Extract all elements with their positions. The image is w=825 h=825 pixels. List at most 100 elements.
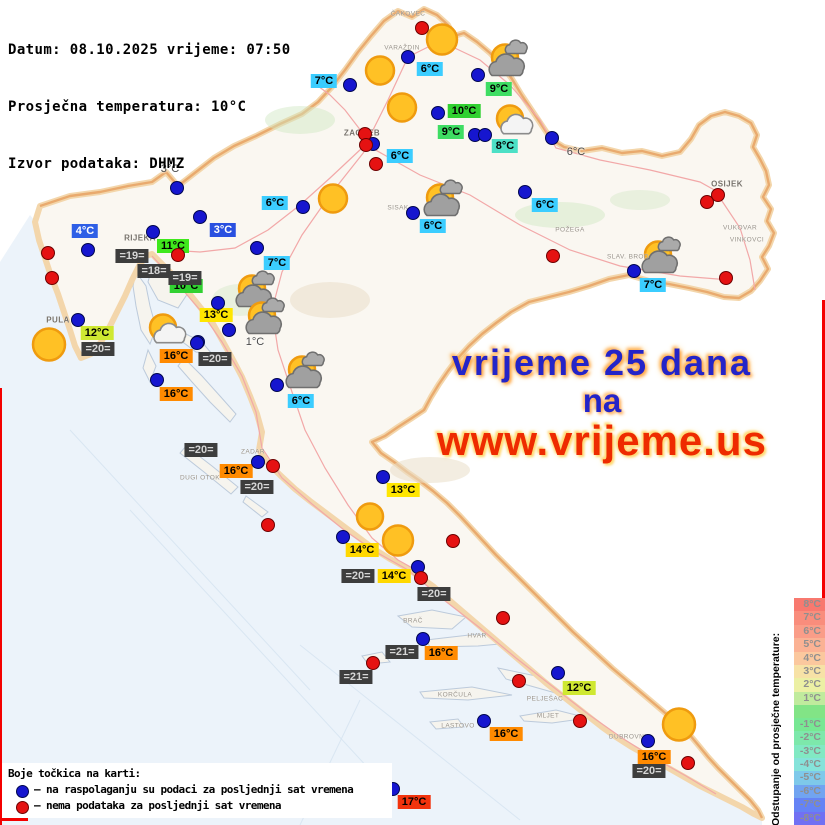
station-dot-blue: [406, 206, 420, 220]
station-temp-label: 14°C: [345, 543, 379, 557]
station-dot-red: [261, 518, 275, 532]
station-temp-label: 7°C: [639, 278, 667, 292]
station-temp-label: 13°C: [199, 308, 233, 322]
legend-item-red-text: – nema podataka za posljednji sat vremen…: [34, 799, 282, 812]
scale-row: -6°C: [794, 784, 825, 799]
plain-temp-label: 1°C: [245, 336, 265, 348]
city-label-vara-din: VARAŽDIN: [384, 44, 420, 52]
sun-icon: [649, 699, 709, 756]
station-dot-blue: [518, 185, 532, 199]
station-dot-blue: [150, 373, 164, 387]
legend-background: [0, 763, 392, 818]
station-dot-red: [41, 246, 55, 260]
station-dot-red: [171, 248, 185, 262]
station-temp-label: =20=: [240, 480, 274, 494]
header-avg-temp: Prosječna temperatura: 10°C: [8, 99, 247, 115]
scale-row: -3°C: [794, 744, 825, 758]
scale-row: -8°C: [794, 811, 825, 825]
city-label-mljet: MLJET: [536, 712, 560, 720]
red-border-bottom: [0, 818, 28, 821]
temp-scale-rows: 8°C 7°C 6°C 5°C 4°C 3°C 2°C 1°C -1°C -2°C -3°C -4°C…: [794, 598, 825, 825]
scale-row: 2°C: [794, 678, 825, 692]
city-label-osijek: OSIJEK: [711, 179, 743, 189]
station-temp-label: 4°C: [71, 224, 99, 238]
scale-row: -7°C: [794, 798, 825, 812]
station-temp-label: =20=: [417, 587, 451, 601]
plain-temp-label: 6°C: [566, 146, 586, 158]
station-temp-label: 3°C: [209, 223, 237, 237]
station-dot-red: [573, 714, 587, 728]
city-label-dugi-otok: DUGI OTOK: [180, 474, 220, 482]
station-dot-red: [359, 138, 373, 152]
station-temp-label: 16°C: [637, 750, 671, 764]
station-temp-label: 7°C: [310, 74, 338, 88]
station-temp-label: 16°C: [159, 387, 193, 401]
legend-item-blue: – na raspolaganju su podaci za posljednj…: [8, 782, 354, 798]
sun-clouds-icon: [628, 229, 688, 286]
city-label-vukovar: VUKOVAR: [722, 224, 758, 232]
header-date-line: Datum: 08.10.2025 vrijeme: 07:50: [8, 42, 291, 58]
station-temp-label: 9°C: [437, 125, 465, 139]
station-temp-label: 6°C: [416, 62, 444, 76]
red-dot-icon: [16, 800, 29, 814]
scale-row: -5°C: [794, 771, 825, 785]
sun-white-cloud-icon: [133, 302, 193, 359]
station-temp-label: 16°C: [489, 727, 523, 741]
city-label-lastovo: LASTOVO: [441, 722, 475, 730]
city-label-kor-ula: KORČULA: [437, 691, 473, 699]
station-temp-label: 12°C: [80, 326, 114, 340]
station-dot-blue: [250, 241, 264, 255]
station-dot-blue: [270, 378, 284, 392]
temp-scale-title: Odstupanje od prosječne temperature:: [770, 632, 782, 825]
station-temp-label: 6°C: [419, 219, 447, 233]
city-label-bra-: BRAČ: [403, 617, 423, 625]
station-dot-blue: [471, 68, 485, 82]
station-dot-blue: [336, 530, 350, 544]
scale-row: -1°C: [794, 717, 825, 732]
sun-clouds-icon: [222, 263, 282, 320]
station-temp-label: 16°C: [219, 464, 253, 478]
station-dot-red: [681, 756, 695, 770]
scale-row: 6°C: [794, 624, 825, 639]
station-dot-red: [415, 21, 429, 35]
city-label-vinkovci: VINKOVCI: [729, 236, 765, 244]
station-temp-label: 6°C: [531, 198, 559, 212]
station-dot-red: [546, 249, 560, 263]
station-dot-red: [496, 611, 510, 625]
scale-row: -4°C: [794, 757, 825, 772]
blue-dot-icon: [16, 784, 29, 798]
station-temp-label: =20=: [632, 764, 666, 778]
city-label-zadar: ZADAR: [240, 448, 266, 456]
station-temp-label: 9°C: [485, 82, 513, 96]
scale-row: 4°C: [794, 651, 825, 666]
sun-clouds-icon: [272, 344, 332, 401]
station-dot-blue: [641, 734, 655, 748]
station-dot-blue: [193, 210, 207, 224]
sun-icon: [368, 515, 428, 572]
station-dot-blue: [170, 181, 184, 195]
city-label--akovec: ČAKOVEC: [390, 10, 426, 18]
city-label-pelje-ac: PELJEŠAC: [526, 695, 564, 703]
station-dot-blue: [71, 313, 85, 327]
station-temp-label: 7°C: [263, 256, 291, 270]
header-data-source: Izvor podataka: DHMZ: [8, 156, 185, 172]
station-temp-label: 10°C: [447, 104, 481, 118]
scale-row: 7°C: [794, 611, 825, 625]
city-label-dubrovnik: DUBROVNIK: [608, 733, 652, 741]
station-dot-red: [266, 459, 280, 473]
red-border-left: [0, 388, 2, 825]
scale-row: 8°C: [794, 598, 825, 612]
station-temp-label: 17°C: [397, 795, 431, 809]
sun-icon: [350, 45, 410, 102]
station-dot-blue: [376, 470, 390, 484]
station-dot-blue: [251, 455, 265, 469]
legend-item-blue-text: – na raspolaganju su podaci za posljednj…: [34, 783, 354, 796]
city-label-po-ega: POŽEGA: [555, 226, 585, 234]
station-dot-blue: [296, 200, 310, 214]
station-temp-label: 12°C: [562, 681, 596, 695]
city-label-slav-brod: SLAV. BROD: [607, 253, 649, 261]
station-temp-label: 8°C: [491, 139, 519, 153]
station-dot-blue: [81, 243, 95, 257]
sun-clouds-icon: [410, 172, 470, 229]
